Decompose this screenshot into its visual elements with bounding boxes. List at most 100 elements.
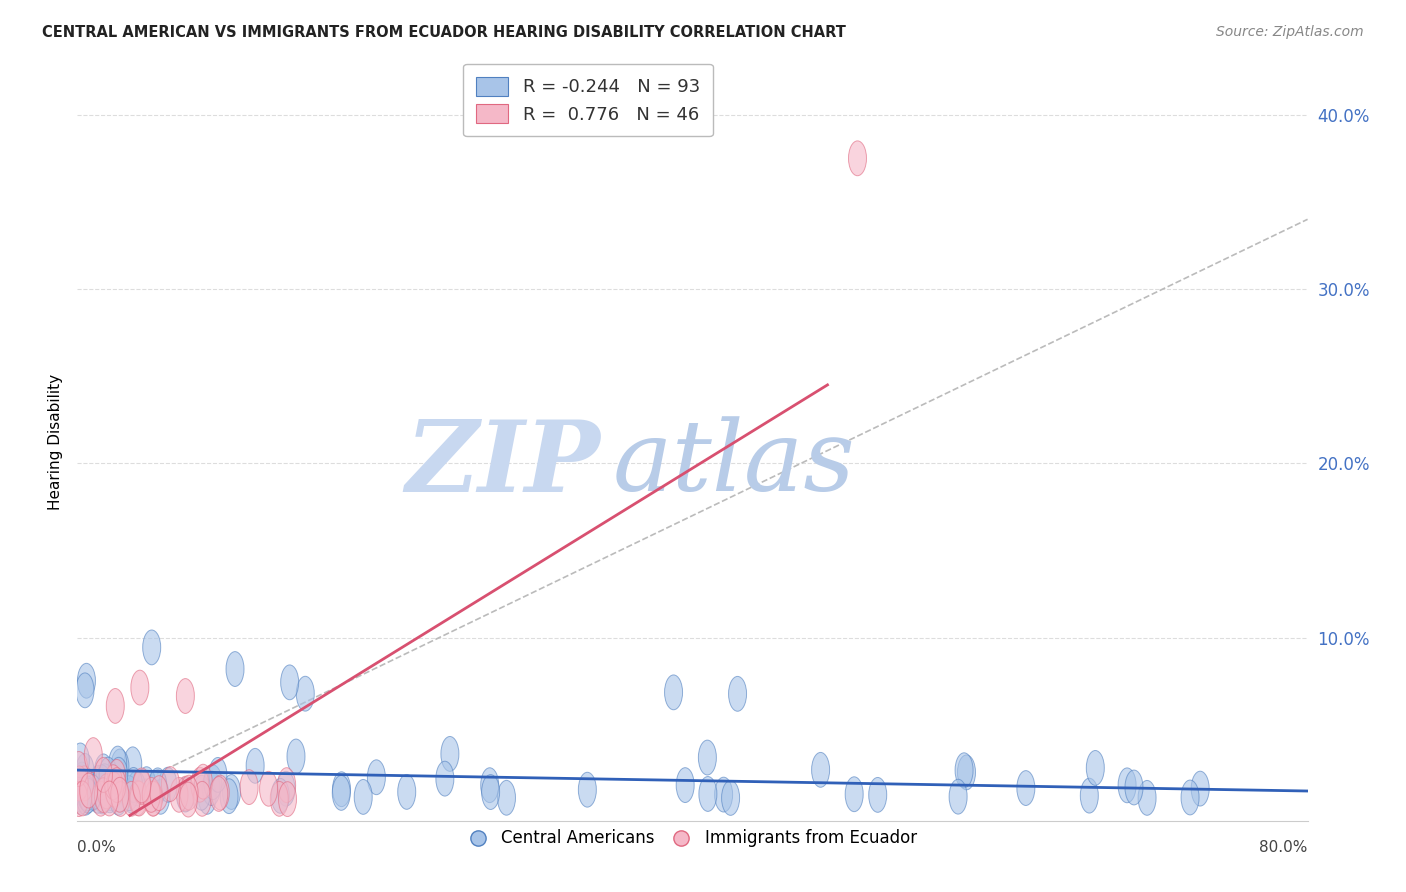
Ellipse shape (72, 766, 90, 801)
Ellipse shape (665, 675, 682, 710)
Ellipse shape (105, 772, 124, 807)
Ellipse shape (96, 764, 114, 798)
Ellipse shape (957, 755, 976, 789)
Ellipse shape (152, 780, 170, 814)
Ellipse shape (209, 757, 226, 792)
Ellipse shape (699, 777, 717, 812)
Ellipse shape (176, 679, 194, 714)
Ellipse shape (80, 773, 97, 808)
Ellipse shape (132, 768, 150, 803)
Ellipse shape (122, 778, 141, 813)
Ellipse shape (1087, 750, 1104, 785)
Text: Source: ZipAtlas.com: Source: ZipAtlas.com (1216, 25, 1364, 39)
Ellipse shape (131, 670, 149, 705)
Ellipse shape (75, 766, 93, 801)
Ellipse shape (108, 759, 125, 794)
Ellipse shape (848, 141, 866, 176)
Ellipse shape (1137, 780, 1156, 815)
Ellipse shape (498, 780, 516, 815)
Ellipse shape (79, 776, 97, 811)
Ellipse shape (1080, 778, 1098, 814)
Ellipse shape (246, 748, 264, 783)
Ellipse shape (101, 778, 120, 813)
Ellipse shape (98, 757, 117, 792)
Ellipse shape (129, 781, 148, 816)
Ellipse shape (482, 774, 499, 809)
Ellipse shape (77, 664, 96, 698)
Ellipse shape (209, 777, 228, 812)
Ellipse shape (1017, 771, 1035, 805)
Ellipse shape (79, 779, 97, 814)
Ellipse shape (180, 775, 198, 810)
Text: CENTRAL AMERICAN VS IMMIGRANTS FROM ECUADOR HEARING DISABILITY CORRELATION CHART: CENTRAL AMERICAN VS IMMIGRANTS FROM ECUA… (42, 25, 846, 40)
Ellipse shape (219, 779, 238, 814)
Ellipse shape (101, 776, 120, 811)
Ellipse shape (90, 765, 107, 800)
Ellipse shape (72, 777, 90, 812)
Ellipse shape (84, 769, 103, 804)
Ellipse shape (84, 775, 101, 810)
Ellipse shape (77, 776, 96, 811)
Ellipse shape (93, 765, 111, 800)
Ellipse shape (281, 665, 298, 700)
Ellipse shape (82, 772, 100, 807)
Ellipse shape (159, 767, 177, 802)
Ellipse shape (110, 780, 128, 815)
Ellipse shape (240, 770, 259, 805)
Ellipse shape (107, 689, 124, 723)
Ellipse shape (260, 772, 277, 806)
Ellipse shape (100, 781, 118, 816)
Ellipse shape (162, 766, 180, 801)
Ellipse shape (191, 767, 209, 802)
Ellipse shape (84, 775, 101, 810)
Ellipse shape (104, 764, 122, 799)
Ellipse shape (1191, 772, 1209, 806)
Ellipse shape (676, 768, 695, 803)
Ellipse shape (170, 778, 188, 813)
Ellipse shape (287, 739, 305, 774)
Ellipse shape (194, 764, 212, 799)
Ellipse shape (145, 781, 163, 816)
Ellipse shape (70, 781, 87, 816)
Ellipse shape (202, 771, 221, 805)
Ellipse shape (869, 778, 887, 813)
Ellipse shape (73, 781, 91, 816)
Ellipse shape (193, 775, 211, 810)
Ellipse shape (111, 749, 129, 784)
Ellipse shape (277, 772, 295, 806)
Ellipse shape (367, 760, 385, 795)
Ellipse shape (180, 782, 197, 817)
Ellipse shape (955, 753, 973, 788)
Ellipse shape (333, 772, 350, 806)
Ellipse shape (138, 767, 156, 802)
Ellipse shape (129, 780, 146, 815)
Ellipse shape (124, 747, 142, 781)
Ellipse shape (578, 772, 596, 807)
Ellipse shape (91, 781, 110, 816)
Text: 0.0%: 0.0% (77, 839, 117, 855)
Ellipse shape (270, 781, 288, 816)
Ellipse shape (108, 746, 127, 781)
Ellipse shape (111, 777, 129, 813)
Ellipse shape (204, 764, 222, 799)
Ellipse shape (222, 774, 240, 809)
Ellipse shape (699, 740, 717, 775)
Ellipse shape (271, 779, 290, 814)
Ellipse shape (70, 766, 89, 801)
Ellipse shape (101, 768, 120, 803)
Ellipse shape (75, 767, 93, 802)
Ellipse shape (89, 779, 107, 814)
Ellipse shape (277, 768, 295, 803)
Text: ZIP: ZIP (405, 416, 600, 513)
Ellipse shape (132, 770, 150, 805)
Ellipse shape (441, 737, 458, 772)
Ellipse shape (72, 780, 90, 814)
Ellipse shape (297, 676, 315, 711)
Ellipse shape (150, 776, 167, 811)
Ellipse shape (198, 780, 217, 814)
Legend: Central Americans, Immigrants from Ecuador: Central Americans, Immigrants from Ecuad… (461, 822, 924, 854)
Ellipse shape (211, 775, 229, 810)
Ellipse shape (177, 776, 194, 811)
Ellipse shape (84, 738, 103, 772)
Ellipse shape (76, 766, 94, 801)
